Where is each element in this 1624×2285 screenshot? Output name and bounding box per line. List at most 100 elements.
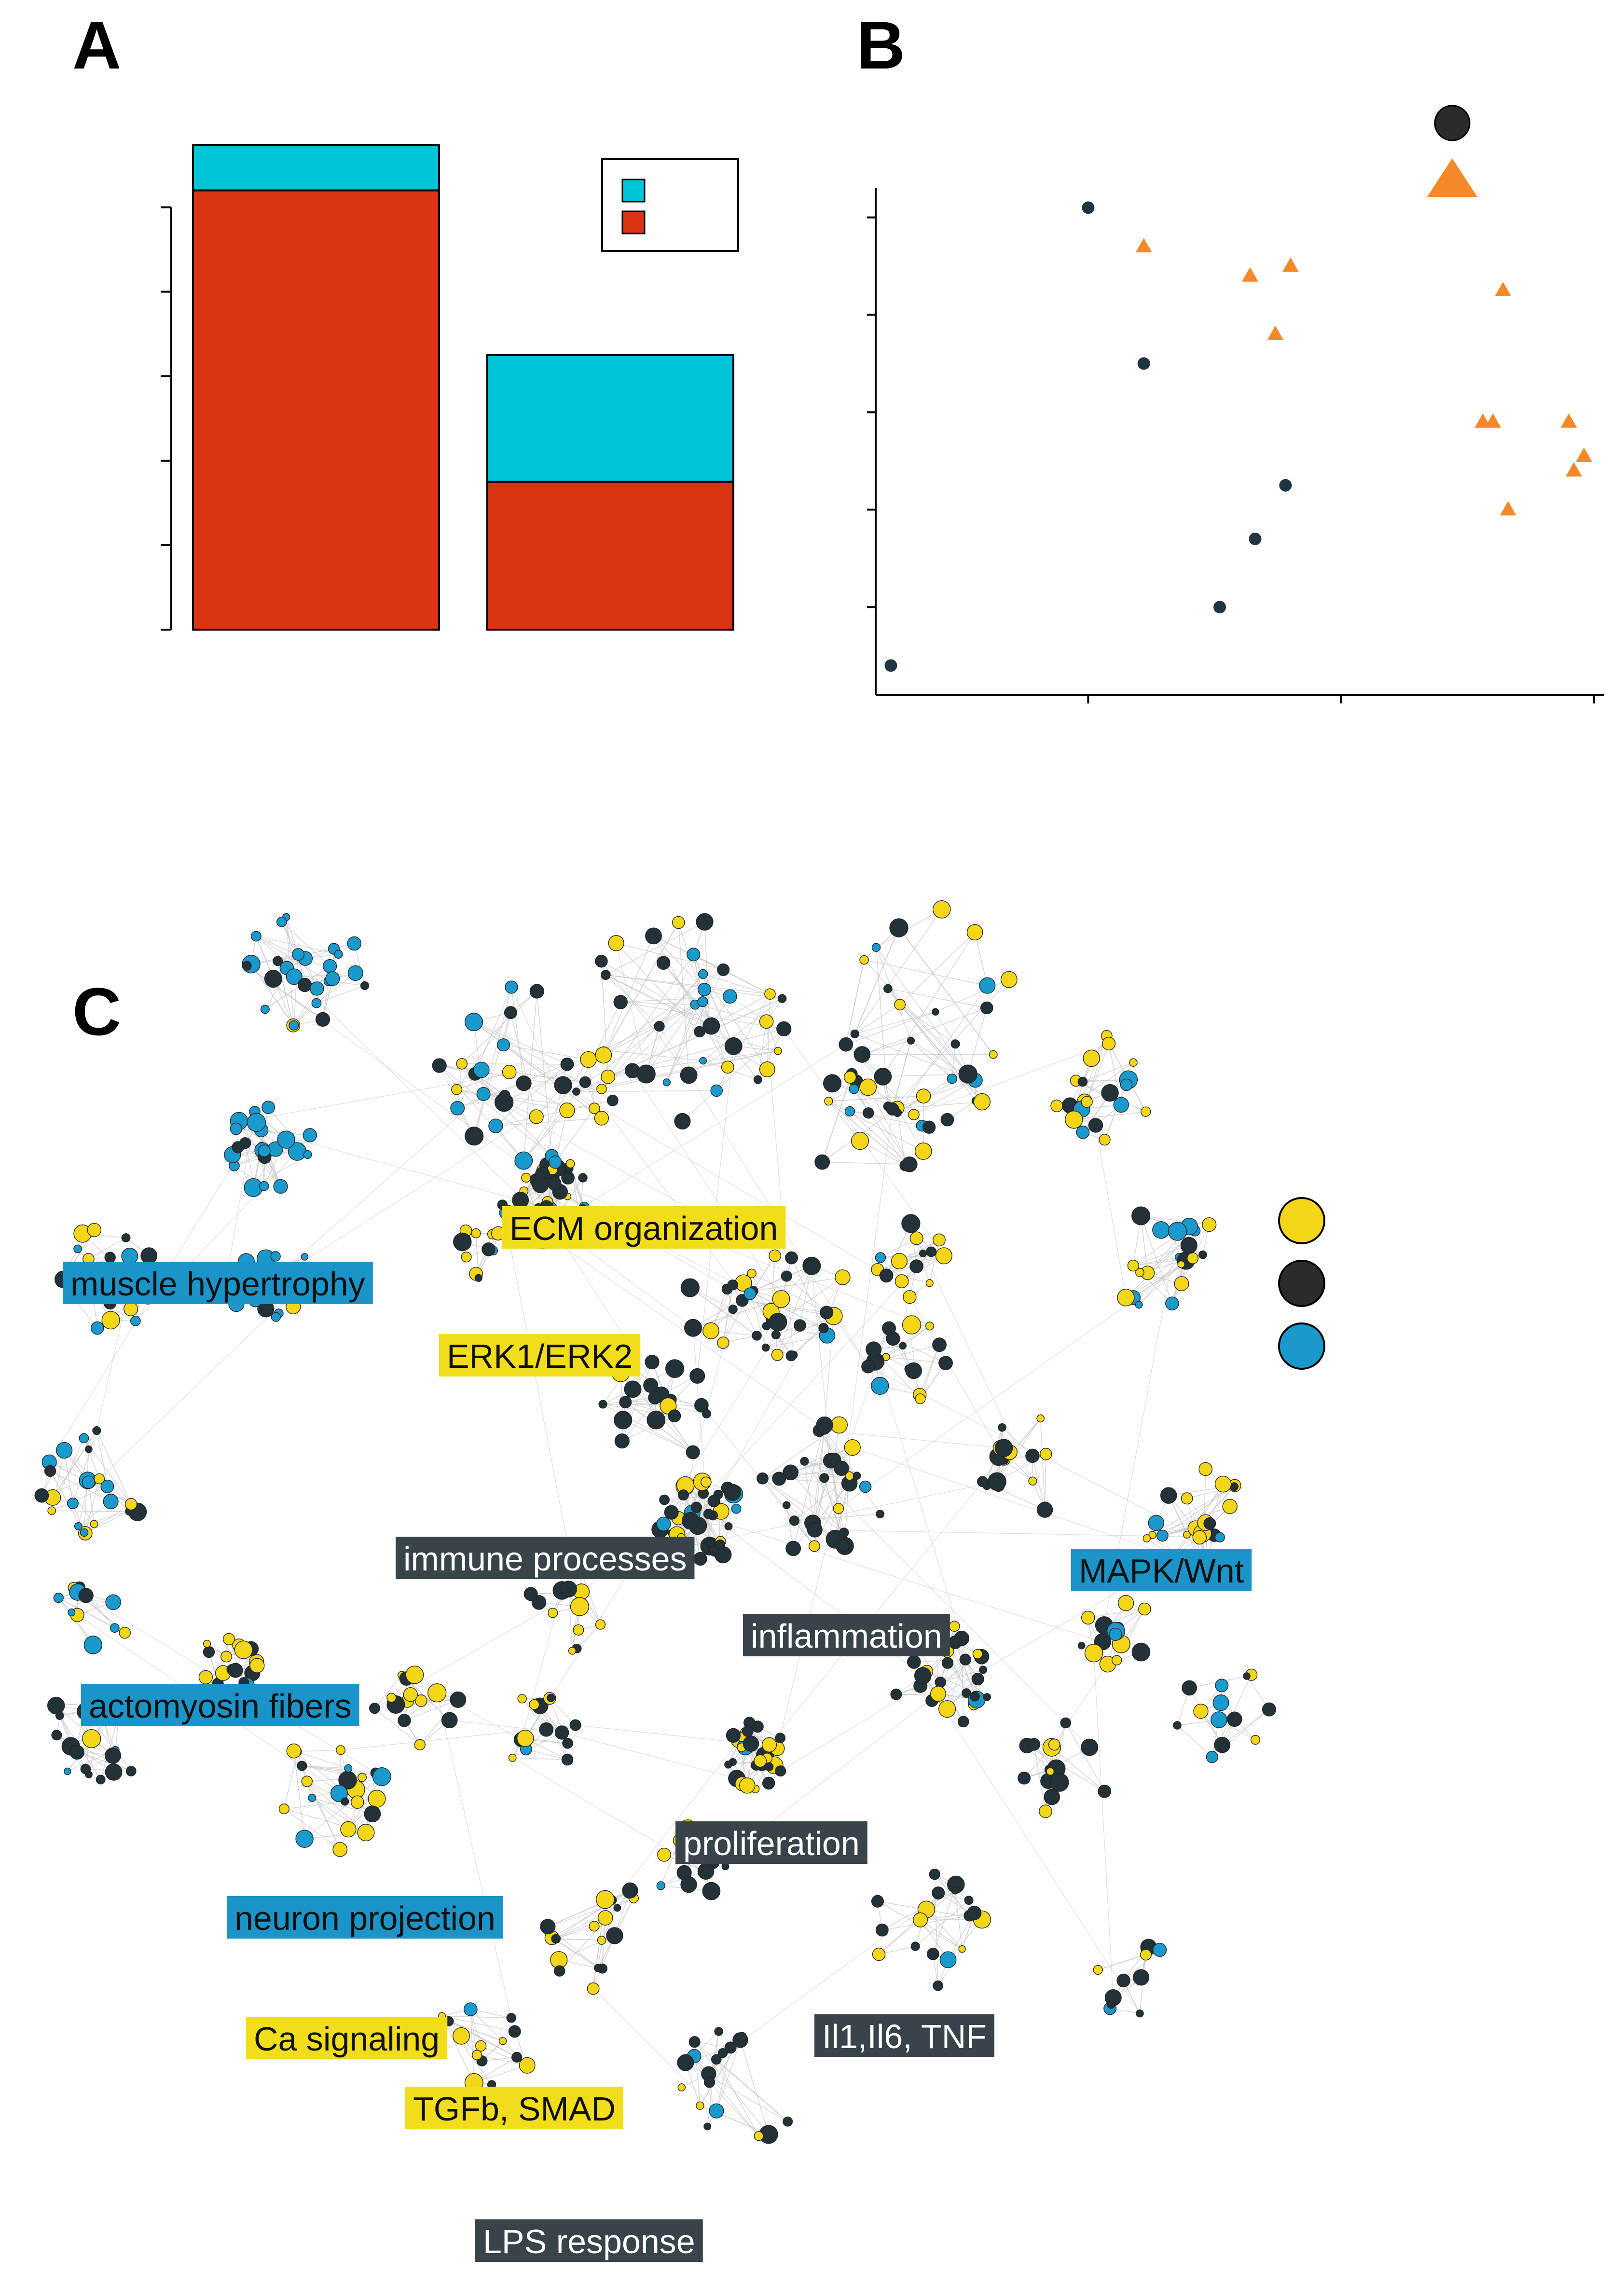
- network-node-pboo: [962, 1688, 971, 1698]
- network-node-shared: [286, 1743, 302, 1759]
- legend-marker-pboo: [1278, 1260, 1325, 1307]
- network-edge: [64, 1450, 73, 1504]
- network-node-pboo: [578, 1173, 588, 1183]
- network-node-pboo: [717, 963, 730, 976]
- network-legend: [1278, 1197, 1325, 1370]
- network-node-pboo: [907, 1036, 915, 1045]
- network-node-pboo: [693, 1552, 707, 1566]
- network-edge: [607, 954, 694, 1077]
- network-node-pboo: [794, 1319, 806, 1332]
- network-edge: [767, 994, 771, 1070]
- network-node-pboo: [648, 1390, 662, 1404]
- network-node-shared: [301, 1776, 313, 1787]
- network-node-shared: [902, 1315, 922, 1335]
- network-node-shared: [754, 2131, 764, 2141]
- network-edge: [247, 965, 561, 1192]
- network-node-pboo: [951, 1886, 959, 1895]
- network-node-shared: [772, 1290, 790, 1308]
- network-node-pboo: [1104, 1989, 1122, 2006]
- network-node-shared: [87, 1223, 102, 1238]
- network-edge: [845, 960, 865, 1045]
- network-edge: [1123, 1949, 1160, 1981]
- network-node-pboo: [80, 1763, 91, 1775]
- network-node-shared: [721, 1060, 734, 1074]
- network-node-sci: [849, 1084, 859, 1094]
- network-node-shared: [234, 1640, 253, 1659]
- network-node-sci: [1152, 1221, 1170, 1239]
- network-node-pboo: [933, 1980, 943, 1991]
- point-S4: [1495, 282, 1512, 297]
- network-node-pboo: [875, 1923, 889, 1937]
- network-node-pboo: [980, 1001, 993, 1015]
- network-edge: [693, 954, 771, 994]
- network-edge: [852, 1447, 1203, 1567]
- network-node-pboo: [55, 1711, 64, 1720]
- network-node-pboo: [547, 1693, 555, 1702]
- network-node-pboo: [736, 2032, 747, 2042]
- network-node-shared: [47, 1506, 56, 1515]
- network-node-sci: [260, 1005, 270, 1014]
- network-edge: [961, 1638, 964, 1722]
- network-edge: [913, 1080, 976, 1115]
- network-node-shared: [475, 2040, 487, 2052]
- network-edge: [892, 1040, 911, 1109]
- network-node-shared: [220, 1651, 233, 1663]
- network-node-pboo: [1243, 1672, 1251, 1680]
- pca-scatter-plot: [867, 105, 1604, 703]
- network-edge: [302, 1765, 348, 1769]
- network-edge: [793, 1425, 825, 1549]
- network-node-pboo: [273, 956, 283, 966]
- network-node-pboo: [927, 1948, 939, 1960]
- network-node-pboo: [228, 1663, 243, 1678]
- network-node-shared: [702, 1322, 719, 1339]
- network-node-pboo: [554, 1076, 572, 1094]
- network-node-pboo: [453, 1232, 472, 1252]
- network-edge: [689, 1287, 757, 1336]
- network-node-pboo: [1081, 1738, 1099, 1756]
- point-S16: [1576, 447, 1593, 462]
- network-node-pboo: [781, 1270, 792, 1282]
- network-node-sci: [859, 1480, 872, 1493]
- network-node-pboo: [959, 1653, 971, 1666]
- network-edge: [605, 975, 660, 1027]
- network-edge: [616, 943, 724, 970]
- network-node-sci: [549, 1155, 562, 1169]
- network-node-shared: [548, 1608, 558, 1618]
- network-edge: [437, 1693, 512, 2018]
- network-edge: [606, 974, 771, 995]
- network-node-shared: [1084, 1644, 1103, 1663]
- network-node-pboo: [714, 2027, 723, 2036]
- network-node-sci: [130, 1316, 141, 1326]
- network-edge: [284, 1751, 298, 1809]
- network-node-pboo: [970, 1691, 980, 1702]
- network-edge: [777, 1277, 843, 1322]
- network-edge: [282, 1093, 484, 1272]
- network-node-shared: [1140, 1106, 1151, 1117]
- network-edge: [49, 1461, 95, 1525]
- network-edge: [236, 1128, 310, 1136]
- network-edge: [935, 979, 1009, 1012]
- network-node-shared: [587, 1982, 600, 1995]
- network-node-pboo: [853, 1472, 861, 1480]
- network-node-pboo: [702, 1409, 711, 1418]
- network-node-pboo: [614, 1433, 630, 1449]
- network-node-sci: [1156, 1529, 1169, 1542]
- legend-marker-pboo: [1434, 105, 1471, 141]
- network-node-pboo: [659, 1494, 670, 1505]
- network-node-pboo: [105, 1763, 123, 1781]
- network-edge: [915, 1900, 969, 1947]
- network-edge: [1224, 1709, 1269, 1748]
- network-node-shared: [938, 1700, 956, 1718]
- network-node-pboo: [879, 1268, 894, 1283]
- network-edge: [601, 1004, 696, 1089]
- network-node-shared: [972, 1649, 983, 1659]
- network-node-pboo: [614, 1411, 633, 1430]
- network-node-shared: [1093, 1965, 1103, 1975]
- network-edge: [85, 1478, 100, 1534]
- network-node-shared: [908, 1109, 920, 1120]
- network-node-sci: [251, 931, 261, 942]
- network-edge: [441, 2015, 517, 2058]
- network-node-shared: [570, 1597, 590, 1616]
- network-node-sci: [79, 1433, 89, 1444]
- network-edge: [621, 1415, 675, 1442]
